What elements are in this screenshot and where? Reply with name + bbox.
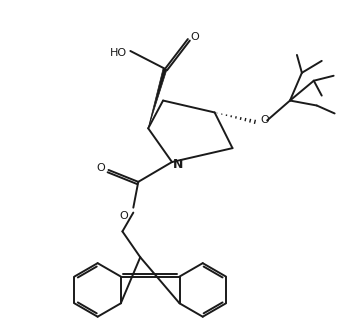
Text: N: N: [173, 157, 183, 171]
Text: O: O: [119, 211, 128, 220]
Text: O: O: [190, 32, 199, 42]
Text: HO: HO: [110, 48, 127, 58]
Text: O: O: [261, 115, 269, 125]
Text: O: O: [96, 163, 105, 173]
Polygon shape: [148, 68, 167, 128]
